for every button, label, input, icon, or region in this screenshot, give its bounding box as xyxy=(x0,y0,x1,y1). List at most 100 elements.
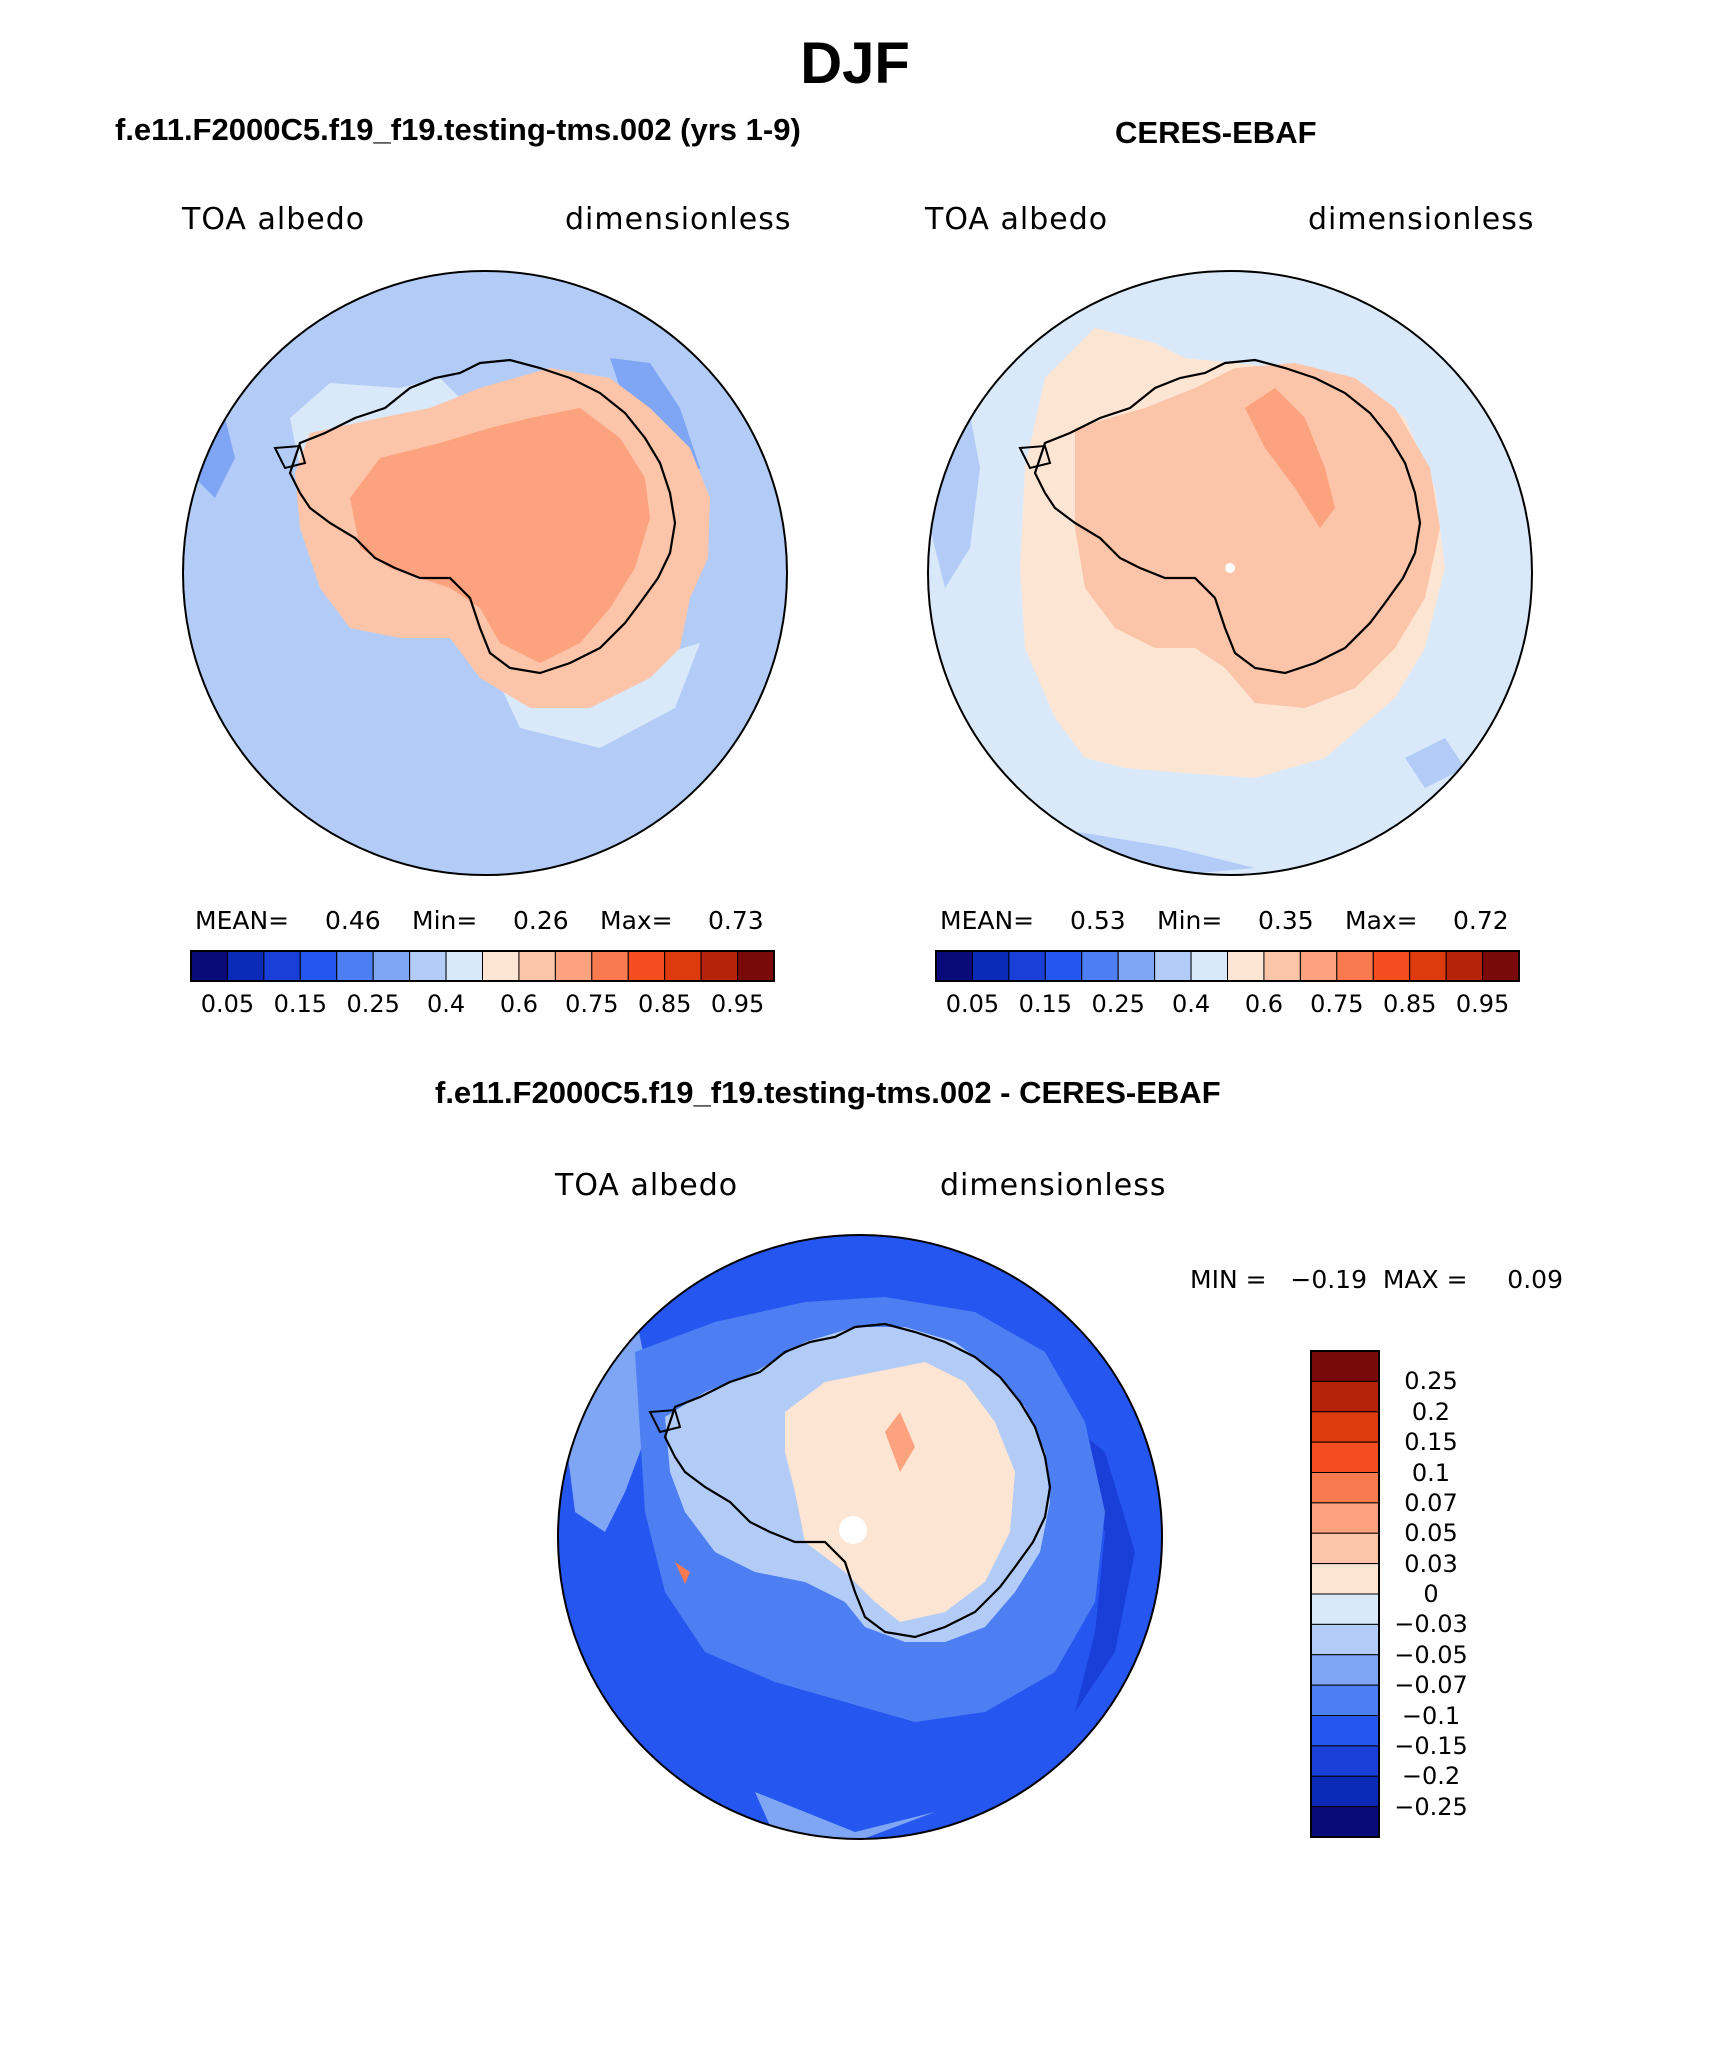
model-min-value: 0.26 xyxy=(513,906,569,935)
diff-colorbar-tick: 0.05 xyxy=(1404,1519,1458,1548)
model-colorbar-swatch xyxy=(554,950,593,982)
obs-mean-label: MEAN= xyxy=(940,906,1035,935)
model-coastline xyxy=(288,358,677,675)
model-colorbar-swatch xyxy=(482,950,520,982)
diff-colorbar-swatch xyxy=(1310,1502,1380,1534)
diff-units-label: dimensionless xyxy=(940,1168,1167,1203)
model-colorbar-swatch xyxy=(190,950,228,982)
diff-colorbar-tick: 0.15 xyxy=(1404,1428,1458,1457)
diff-colorbar-tick: −0.15 xyxy=(1394,1731,1468,1760)
model-colorbar-ticks: 0.05 0.15 0.25 0.4 0.6 0.75 0.85 0.95 xyxy=(190,990,775,1024)
obs-max-value: 0.72 xyxy=(1453,906,1509,935)
diff-positive-patch xyxy=(885,1412,915,1472)
diff-colorbar-swatch xyxy=(1310,1654,1380,1686)
diff-colorbar-swatch xyxy=(1310,1380,1380,1413)
obs-colorbar-tick: 0.6 xyxy=(1244,990,1284,1018)
obs-units-label: dimensionless xyxy=(1308,202,1535,237)
diff-colorbar-swatch xyxy=(1310,1775,1380,1808)
model-colorbar-swatch xyxy=(518,950,556,982)
model-colorbar-swatch xyxy=(664,950,702,982)
diff-colorbar-tick: −0.2 xyxy=(1401,1762,1461,1791)
model-variable-label: TOA albedo xyxy=(182,202,366,237)
obs-coastline xyxy=(1033,358,1422,675)
obs-map-border xyxy=(927,270,1533,876)
obs-colorbar-swatch xyxy=(1445,950,1484,982)
diff-ocean-patch-west xyxy=(565,1312,655,1532)
obs-colorbar-tick: 0.4 xyxy=(1171,990,1211,1018)
diff-polar-map xyxy=(557,1234,1163,1840)
obs-ice-ridge xyxy=(1245,388,1335,528)
obs-colorbar-ticks: 0.05 0.15 0.25 0.4 0.6 0.75 0.85 0.95 xyxy=(935,990,1520,1024)
obs-colorbar-swatch xyxy=(1482,950,1520,982)
obs-case-title: CERES-EBAF xyxy=(1115,115,1317,150)
diff-colorbar-tick: 0.03 xyxy=(1404,1549,1458,1578)
obs-ocean-patch-east xyxy=(1405,738,1465,788)
diff-colorbar-tick: 0.2 xyxy=(1411,1397,1451,1426)
obs-colorbar-swatch xyxy=(971,950,1010,982)
diff-variable-label: TOA albedo xyxy=(555,1168,739,1203)
obs-variable-label: TOA albedo xyxy=(925,202,1109,237)
obs-colorbar-tick: 0.15 xyxy=(1018,990,1073,1018)
diff-colorbar-swatch xyxy=(1310,1472,1380,1504)
obs-colorbar-swatch xyxy=(1409,950,1447,982)
diff-colorbar-swatch xyxy=(1310,1441,1380,1473)
diff-colorbar-tick: −0.07 xyxy=(1394,1671,1468,1700)
obs-pole-hole xyxy=(1225,563,1235,573)
diff-colorbar-tick: 0 xyxy=(1423,1580,1439,1608)
obs-colorbar-swatch xyxy=(1227,950,1265,982)
obs-colorbar-swatch xyxy=(1081,950,1119,982)
diff-colorbar-swatch xyxy=(1310,1806,1380,1838)
diff-colorbar-swatch xyxy=(1310,1623,1380,1656)
diff-colorbar-swatch xyxy=(1310,1684,1380,1716)
obs-colorbar xyxy=(935,950,1520,982)
obs-max-label: Max= xyxy=(1345,906,1418,935)
obs-colorbar-swatch xyxy=(1154,950,1192,982)
diff-colorbar-swatch xyxy=(1310,1745,1380,1777)
obs-colorbar-tick: 0.85 xyxy=(1382,990,1437,1018)
diff-ocean-patch-south xyxy=(755,1792,935,1839)
diff-colorbar xyxy=(1310,1350,1380,1838)
diff-colorbar-swatch xyxy=(1310,1593,1380,1625)
model-mean-value: 0.46 xyxy=(325,906,381,935)
model-colorbar-tick: 0.85 xyxy=(637,990,692,1018)
obs-mean-value: 0.53 xyxy=(1070,906,1126,935)
model-colorbar-swatch xyxy=(409,950,447,982)
model-peninsula-outline xyxy=(273,444,307,470)
model-ice-sheet xyxy=(350,408,650,663)
obs-colorbar-tick: 0.75 xyxy=(1310,990,1364,1018)
diff-coastline xyxy=(663,1322,1052,1639)
diff-colorbar-tick: 0.1 xyxy=(1411,1458,1451,1487)
model-colorbar-swatch xyxy=(627,950,666,982)
model-colorbar-swatch xyxy=(700,950,739,982)
model-units-label: dimensionless xyxy=(565,202,792,237)
obs-colorbar-swatch xyxy=(1117,950,1156,982)
diff-colorbar-tick: 0.25 xyxy=(1404,1367,1458,1396)
diff-colorbar-tick: −0.25 xyxy=(1394,1792,1468,1821)
model-colorbar-swatch xyxy=(737,950,775,982)
model-colorbar-swatch xyxy=(445,950,483,982)
model-colorbar xyxy=(190,950,775,982)
diff-minmax-text: MIN = −0.19 MAX = 0.09 xyxy=(1190,1265,1563,1294)
obs-colorbar-swatch xyxy=(1299,950,1338,982)
model-colorbar-swatch xyxy=(226,950,265,982)
model-colorbar-tick: 0.75 xyxy=(565,990,619,1018)
obs-colorbar-swatch xyxy=(1008,950,1046,982)
model-colorbar-tick: 0.25 xyxy=(346,990,400,1018)
model-colorbar-swatch xyxy=(372,950,411,982)
model-min-label: Min= xyxy=(412,906,478,935)
diff-colorbar-tick: −0.1 xyxy=(1401,1701,1461,1730)
model-colorbar-tick: 0.95 xyxy=(710,990,765,1018)
diff-map-border xyxy=(557,1234,1163,1840)
diff-pole-hole xyxy=(839,1516,867,1544)
model-colorbar-swatch xyxy=(263,950,301,982)
model-max-value: 0.73 xyxy=(708,906,764,935)
obs-colorbar-swatch xyxy=(1044,950,1083,982)
obs-colorbar-swatch xyxy=(1336,950,1374,982)
obs-colorbar-swatch xyxy=(1190,950,1228,982)
diff-colorbar-tick: −0.03 xyxy=(1394,1610,1468,1639)
diff-ice-sheet xyxy=(785,1362,1015,1622)
obs-min-value: 0.35 xyxy=(1258,906,1314,935)
obs-colorbar-tick: 0.95 xyxy=(1455,990,1510,1018)
obs-colorbar-tick: 0.25 xyxy=(1091,990,1145,1018)
obs-peninsula-outline xyxy=(1018,444,1052,470)
